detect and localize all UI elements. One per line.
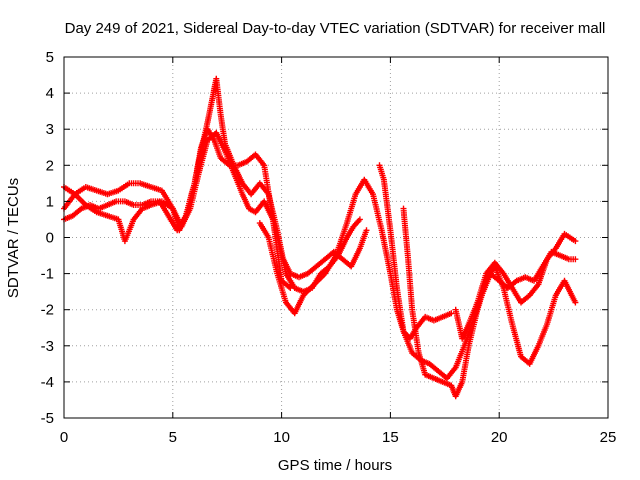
- y-tick-label: 2: [46, 157, 54, 174]
- y-tick-label: 0: [46, 230, 54, 247]
- y-tick-label: -4: [41, 374, 54, 391]
- x-axis-label: GPS time / hours: [278, 457, 392, 474]
- axis-ticks: 0 5 10 15 20 25 -5 -4 -3 -2 -1 0 1 2 3 4 5: [41, 49, 617, 446]
- y-tick-label: -1: [41, 266, 54, 283]
- x-tick-label: 25: [600, 429, 617, 446]
- y-tick-label: 5: [46, 49, 54, 66]
- y-tick-label: -3: [41, 338, 54, 355]
- x-tick-label: 0: [60, 429, 68, 446]
- x-tick-label: 20: [491, 429, 508, 446]
- y-axis-label: SDTVAR / TECUs: [5, 178, 22, 298]
- x-tick-label: 5: [169, 429, 177, 446]
- series-track-6: [400, 205, 579, 400]
- y-tick-label: -5: [41, 410, 54, 427]
- y-tick-label: 3: [46, 121, 54, 138]
- x-tick-label: 15: [382, 429, 399, 446]
- chart-title: Day 249 of 2021, Sidereal Day-to-day VTE…: [65, 20, 606, 37]
- grid-lines: [64, 57, 608, 418]
- series-track-7: [452, 230, 579, 342]
- y-tick-label: 1: [46, 193, 54, 210]
- y-tick-label: 4: [46, 85, 54, 102]
- x-tick-label: 10: [273, 429, 290, 446]
- y-tick-label: -2: [41, 302, 54, 319]
